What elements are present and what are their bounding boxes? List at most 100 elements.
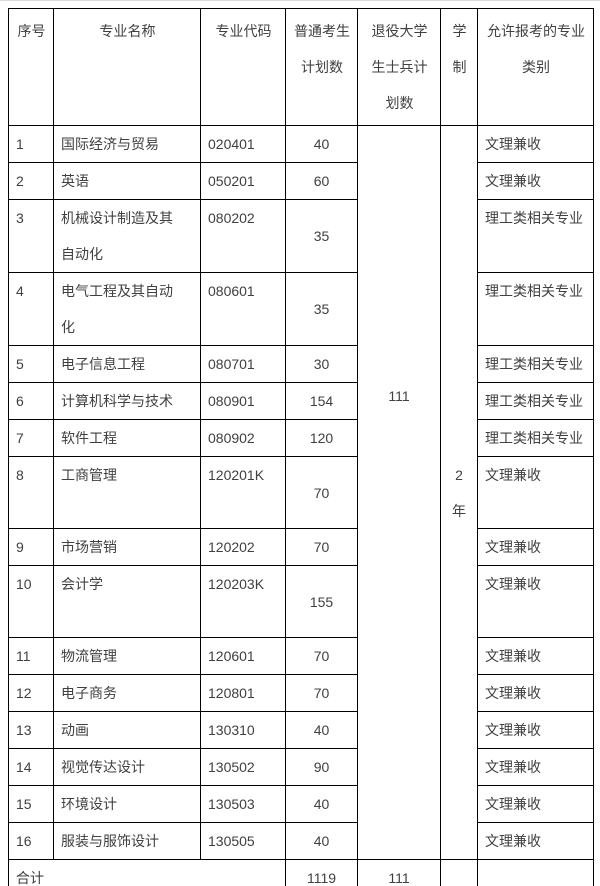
text-line: 生士兵计 xyxy=(371,59,428,75)
text-line: 退役大学 xyxy=(371,23,428,39)
row-index-cell: 16 xyxy=(8,822,54,860)
text-line: 化 xyxy=(61,319,75,335)
regular-plan-cell: 40 xyxy=(285,711,358,749)
text-line: 计划数 xyxy=(301,59,343,75)
header-major-name: 专业名称 xyxy=(53,8,201,126)
text-line: 会计学 xyxy=(61,576,103,592)
text-line: 电子信息工程 xyxy=(61,356,145,372)
regular-plan-cell: 40 xyxy=(285,125,358,163)
allowed-categories-cell: 文理兼收 xyxy=(477,822,594,860)
row-index-cell: 9 xyxy=(8,528,54,566)
major-code-cell: 130502 xyxy=(200,748,286,786)
major-code-cell: 080601 xyxy=(200,272,286,346)
major-code-cell: 130310 xyxy=(200,711,286,749)
veteran-plan-value: 111 xyxy=(388,388,410,404)
text-line: 自动化 xyxy=(61,246,103,262)
regular-plan-cell: 154 xyxy=(285,382,358,420)
row-index-cell: 1 xyxy=(8,125,54,163)
table-body: 1 国际经济与贸易 020401 40 111 2 年文理兼收 2 英语 050201 60 文理兼收… xyxy=(8,125,594,886)
allowed-categories-cell: 文理兼收 xyxy=(477,785,594,823)
total-veteran-plan-cell: 111 xyxy=(357,859,441,886)
merged-veteran-plan-cell: 111 xyxy=(357,125,441,860)
table-row: 2 英语 050201 60 文理兼收 xyxy=(8,162,594,200)
table-row: 6 计算机科学与技术 080901 154 理工类相关专业 xyxy=(8,382,594,420)
allowed-categories-cell: 文理兼收 xyxy=(477,748,594,786)
text-line: 划数 xyxy=(385,95,414,111)
text-line: 类别 xyxy=(522,59,550,75)
row-index-cell: 12 xyxy=(8,674,54,712)
major-code-cell: 020401 xyxy=(200,125,286,163)
table-row: 5 电子信息工程 080701 30 理工类相关专业 xyxy=(8,345,594,383)
allowed-categories-cell: 文理兼收 xyxy=(477,125,594,163)
major-name-cell: 物流管理 xyxy=(53,637,201,675)
table-row: 12 电子商务 120801 70 文理兼收 xyxy=(8,674,594,712)
row-index-cell: 3 xyxy=(8,199,54,273)
allowed-categories-cell: 理工类相关专业 xyxy=(477,345,594,383)
top-hairline xyxy=(0,0,600,1)
text-line: 电气工程及其自动 xyxy=(61,283,173,299)
row-index-cell: 15 xyxy=(8,785,54,823)
text-line: 制 xyxy=(452,59,467,75)
text-line: 环境设计 xyxy=(61,796,117,812)
header-veteran-plan: 退役大学生士兵计划数 xyxy=(357,8,441,126)
major-name-cell: 工商管理 xyxy=(53,456,201,529)
regular-plan-cell: 90 xyxy=(285,748,358,786)
total-regular-plan-cell: 1119 xyxy=(285,859,358,886)
total-categories-cell xyxy=(477,859,594,886)
text-line: 年 xyxy=(452,502,466,519)
text-line: 专业名称 xyxy=(99,23,156,39)
regular-plan-cell: 70 xyxy=(285,637,358,675)
major-code-cell: 080701 xyxy=(200,345,286,383)
major-code-cell: 120801 xyxy=(200,674,286,712)
row-index-cell: 4 xyxy=(8,272,54,346)
regular-plan-cell: 30 xyxy=(285,345,358,383)
regular-plan-cell: 70 xyxy=(285,456,358,529)
major-code-cell: 080202 xyxy=(200,199,286,273)
text-line: 普通考生 xyxy=(294,23,350,39)
allowed-categories-cell: 理工类相关专业 xyxy=(477,272,594,346)
header-duration: 学制 xyxy=(440,8,478,126)
major-code-cell: 130503 xyxy=(200,785,286,823)
allowed-categories-cell: 文理兼收 xyxy=(477,456,594,529)
header-allowed-categories: 允许报考的专业 类别 xyxy=(477,8,594,126)
row-index-cell: 2 xyxy=(8,162,54,200)
table-row: 3 机械设计制造及其 自动化 080202 35 理工类相关专业 xyxy=(8,199,594,273)
allowed-categories-cell: 文理兼收 xyxy=(477,711,594,749)
total-duration-cell xyxy=(440,859,478,886)
text-line: 2 xyxy=(455,466,463,483)
text-line: 工商管理 xyxy=(61,467,117,483)
regular-plan-cell: 40 xyxy=(285,822,358,860)
regular-plan-cell: 120 xyxy=(285,419,358,457)
table-row: 9 市场营销 120202 70 文理兼收 xyxy=(8,528,594,566)
major-name-cell: 会计学 xyxy=(53,565,201,638)
allowed-categories-cell: 文理兼收 xyxy=(477,565,594,638)
major-name-cell: 环境设计 xyxy=(53,785,201,823)
table-row: 4 电气工程及其自动化 080601 35 理工类相关专业 xyxy=(8,272,594,346)
major-code-cell: 080902 xyxy=(200,419,286,457)
regular-plan-cell: 70 xyxy=(285,528,358,566)
admission-plan-table: 序号 专业名称 专业代码 普通考生 计划数 退役大学 生士兵计 划数学制允许报考的专业 类别 1… xyxy=(8,8,594,886)
row-index-cell: 10 xyxy=(8,565,54,638)
text-line: 专业代码 xyxy=(215,23,272,39)
allowed-categories-cell: 理工类相关专业 xyxy=(477,419,594,457)
text-line: 动画 xyxy=(61,722,89,738)
table-row: 15 环境设计 130503 40 文理兼收 xyxy=(8,785,594,823)
major-code-cell: 120201K xyxy=(200,456,286,529)
regular-plan-cell: 35 xyxy=(285,199,358,273)
major-code-cell: 050201 xyxy=(200,162,286,200)
row-index-cell: 8 xyxy=(8,456,54,529)
text-line: 物流管理 xyxy=(61,648,117,664)
major-name-cell: 电气工程及其自动化 xyxy=(53,272,201,346)
major-name-cell: 软件工程 xyxy=(53,419,201,457)
allowed-categories-cell: 理工类相关专业 xyxy=(477,382,594,420)
major-name-cell: 计算机科学与技术 xyxy=(53,382,201,420)
total-label-cell: 合计 xyxy=(8,859,286,886)
major-name-cell: 服装与服饰设计 xyxy=(53,822,201,860)
text-line: 市场营销 xyxy=(61,539,117,555)
table-row: 10 会计学 120203K 155 文理兼收 xyxy=(8,565,594,638)
allowed-categories-cell: 文理兼收 xyxy=(477,637,594,675)
major-name-cell: 动画 xyxy=(53,711,201,749)
table-row: 11 物流管理 120601 70 文理兼收 xyxy=(8,637,594,675)
